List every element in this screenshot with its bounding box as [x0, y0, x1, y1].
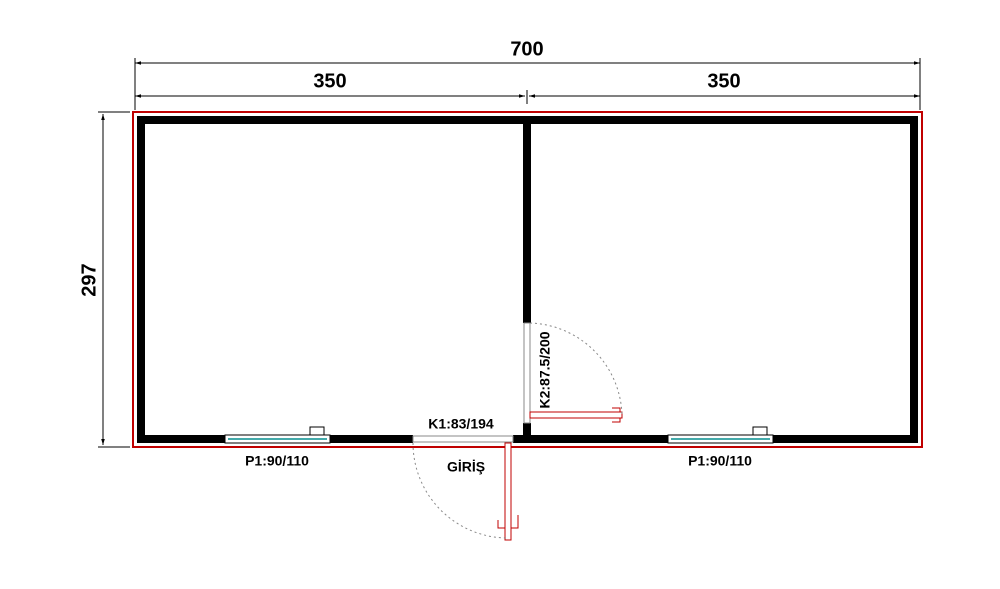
- window: [224, 426, 331, 444]
- door: [523, 322, 623, 424]
- window-label: P1:90/110: [688, 453, 752, 469]
- dimension-label: 350: [707, 70, 740, 92]
- outline: [132, 111, 923, 448]
- dimension-label: 350: [313, 70, 346, 92]
- door-label: K1:83/194: [428, 416, 494, 432]
- window-label: P1:90/110: [245, 453, 309, 469]
- door: [412, 435, 519, 541]
- dimension-label: 700: [510, 38, 543, 60]
- door-label: K2:87.5/200: [537, 331, 553, 408]
- walls: [137, 116, 918, 443]
- window: [667, 426, 774, 444]
- dimension-label: 297: [78, 263, 100, 296]
- entrance-label: GİRİŞ: [447, 459, 485, 475]
- dimension-lines: [98, 58, 921, 448]
